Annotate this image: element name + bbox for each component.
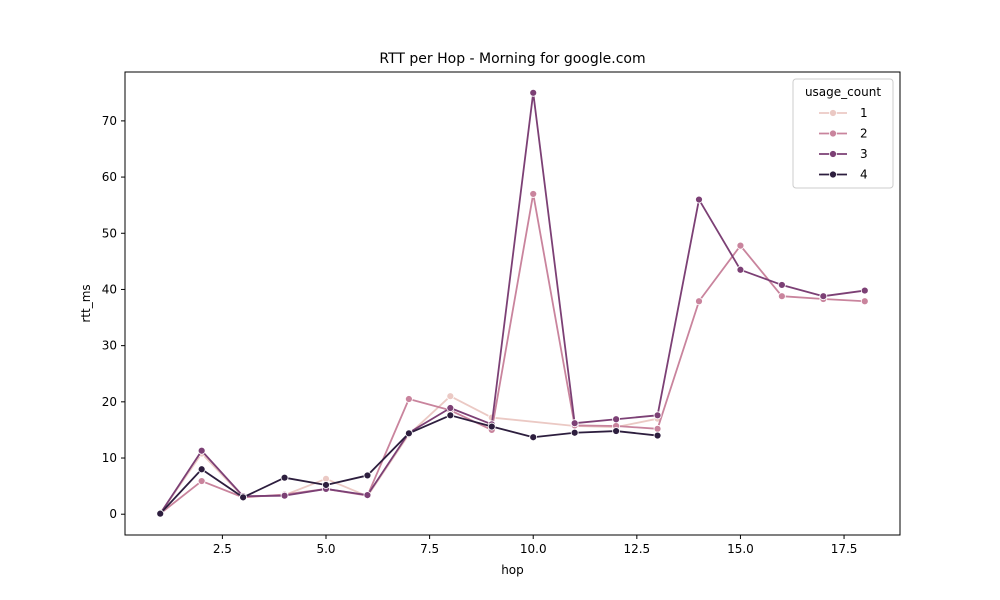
series-line xyxy=(159,395,658,515)
data-point xyxy=(695,297,703,306)
data-point xyxy=(570,428,579,437)
data-point xyxy=(280,491,289,500)
series-3 xyxy=(156,88,869,518)
data-point xyxy=(197,446,206,455)
y-tick-label: 20 xyxy=(102,395,117,409)
y-tick-label: 70 xyxy=(102,114,117,128)
legend-swatch-marker xyxy=(829,129,837,138)
legend-title: usage_count xyxy=(805,85,881,99)
y-axis: 0 10 20 30 40 50 60 70 xyxy=(102,114,125,521)
y-tick-label: 60 xyxy=(102,170,117,184)
series-4 xyxy=(156,411,662,518)
data-point xyxy=(280,473,289,482)
legend-label: 2 xyxy=(860,127,868,141)
x-axis: 2.5 5.0 7.5 10.0 12.5 15.0 17.5 xyxy=(213,535,858,556)
series-line xyxy=(159,91,865,515)
x-tick-label: 5.0 xyxy=(316,542,335,556)
chart-title: RTT per Hop - Morning for google.com xyxy=(379,51,645,67)
y-axis-label: rtt_ms xyxy=(79,284,93,322)
data-point xyxy=(363,491,372,500)
x-tick-label: 10.0 xyxy=(520,542,547,556)
data-point xyxy=(653,411,662,420)
data-point xyxy=(529,190,538,198)
series-line xyxy=(159,193,865,515)
x-axis-label: hop xyxy=(501,563,524,577)
data-point xyxy=(612,415,621,424)
data-point xyxy=(446,392,455,401)
data-point xyxy=(570,419,579,428)
series-2 xyxy=(156,190,869,518)
data-point xyxy=(695,195,703,204)
data-point xyxy=(446,411,455,420)
data-point xyxy=(777,292,786,301)
y-tick-label: 10 xyxy=(102,451,117,465)
legend: usage_count 1 2 3 4 xyxy=(792,78,894,189)
x-tick-label: 2.5 xyxy=(213,542,232,556)
data-point xyxy=(404,395,413,403)
data-point xyxy=(404,429,413,438)
data-point xyxy=(653,431,662,440)
data-point xyxy=(197,465,206,474)
data-point xyxy=(197,477,206,485)
data-point xyxy=(860,297,869,306)
data-point xyxy=(819,292,828,301)
y-tick-label: 30 xyxy=(102,339,117,353)
legend-swatch-marker xyxy=(829,109,837,117)
data-point xyxy=(736,241,745,250)
x-tick-label: 7.5 xyxy=(420,542,439,556)
legend-label: 1 xyxy=(860,106,868,120)
data-point xyxy=(322,481,330,489)
data-point xyxy=(612,427,621,435)
data-point xyxy=(529,433,538,442)
legend-item: 1 xyxy=(819,106,868,120)
y-tick-label: 0 xyxy=(109,507,117,521)
x-tick-label: 15.0 xyxy=(727,542,754,556)
data-point xyxy=(529,88,538,97)
legend-label: 3 xyxy=(860,147,868,161)
legend-item: 4 xyxy=(819,168,868,182)
data-point xyxy=(487,422,496,431)
legend-item: 2 xyxy=(819,127,868,141)
legend-swatch-marker xyxy=(829,150,837,158)
data-point xyxy=(156,509,165,518)
plot-frame xyxy=(124,71,901,536)
series-1 xyxy=(156,392,662,518)
legend-label: 4 xyxy=(860,168,868,182)
x-tick-label: 17.5 xyxy=(831,542,858,556)
y-tick-label: 50 xyxy=(102,226,117,240)
data-point xyxy=(363,471,372,480)
x-tick-label: 12.5 xyxy=(623,542,650,556)
data-point xyxy=(653,424,662,433)
data-point xyxy=(777,281,786,289)
y-tick-label: 40 xyxy=(102,282,117,296)
legend-swatch-marker xyxy=(829,170,837,179)
data-point xyxy=(446,404,455,412)
plot-area xyxy=(156,88,869,518)
legend-item: 3 xyxy=(819,147,868,161)
data-point xyxy=(736,265,745,274)
data-point xyxy=(860,286,869,295)
data-point xyxy=(239,493,248,502)
